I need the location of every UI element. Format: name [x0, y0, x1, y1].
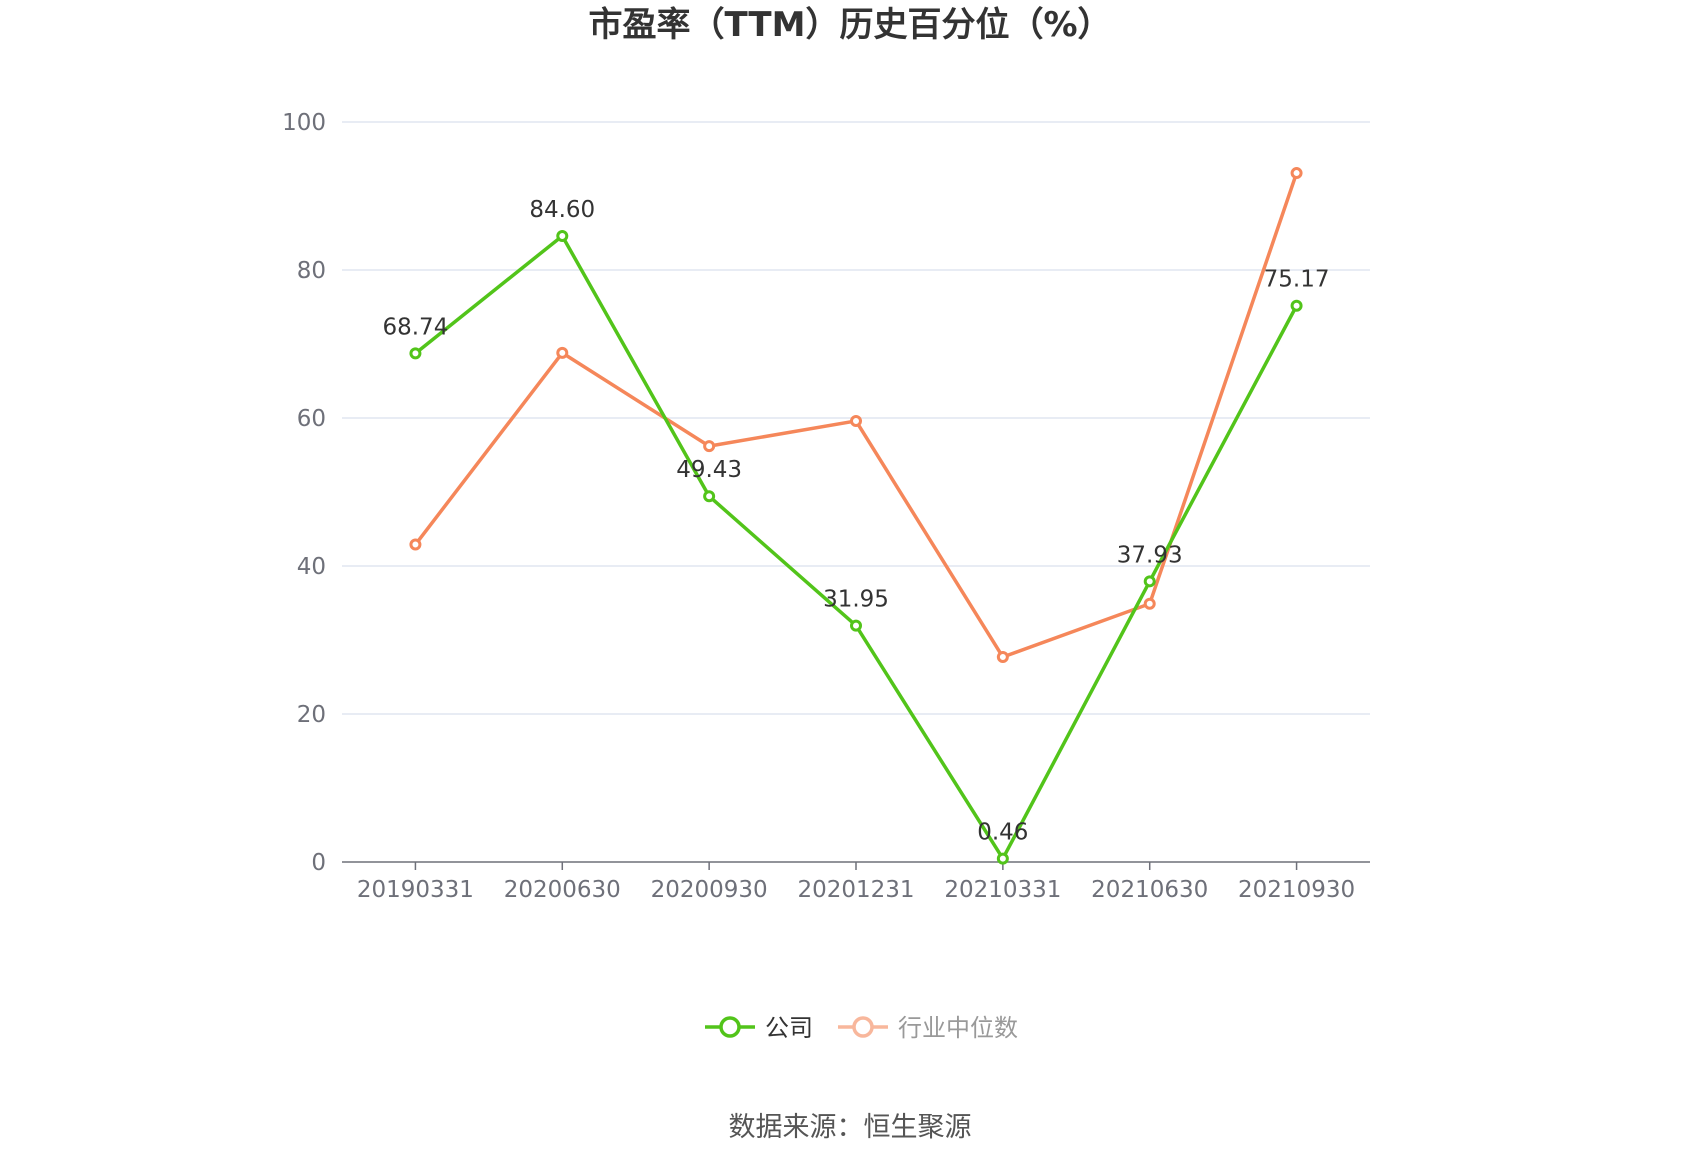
- data-point: [1143, 575, 1156, 588]
- data-point: [1290, 299, 1303, 312]
- y-tick-label: 40: [297, 554, 326, 580]
- data-point: [556, 229, 569, 242]
- data-point: [850, 414, 862, 427]
- data-point: [1143, 597, 1156, 610]
- data-point: [409, 538, 422, 551]
- data-point: [556, 346, 569, 359]
- y-tick-label: 80: [297, 258, 326, 284]
- legend-label-1: 行业中位数: [898, 1014, 1018, 1042]
- data-point: [850, 619, 862, 632]
- data-point: [1290, 167, 1303, 180]
- x-tick-label: 20190331: [357, 877, 474, 903]
- x-tick-label: 20210930: [1238, 877, 1355, 903]
- data-point: [996, 852, 1009, 865]
- x-tick-label: 20201231: [797, 877, 914, 903]
- data-labels: 68.74 84.60 49.43 31.95 0.46 37.93 75.17: [382, 197, 1329, 846]
- series-layer: [409, 167, 1303, 865]
- data-source: 数据来源：恒生聚源: [729, 1112, 972, 1143]
- data-label: 49.43: [676, 457, 742, 483]
- chart-title: 市盈率（TTM）历史百分位（%）: [588, 5, 1111, 45]
- data-label: 37.93: [1117, 542, 1183, 568]
- data-label: 68.74: [382, 314, 448, 340]
- legend: 公司 行业中位数: [705, 1014, 1018, 1042]
- data-label: 31.95: [823, 587, 889, 613]
- x-axis: 20190331 20200630 20200930 20201231 20210331…: [342, 861, 1370, 903]
- data-point: [703, 440, 716, 453]
- x-tick-label: 20200930: [651, 877, 768, 903]
- data-point: [409, 347, 422, 360]
- legend-marker-1: [852, 1016, 874, 1038]
- y-tick-label: 20: [297, 702, 326, 728]
- x-tick-label: 20200630: [504, 877, 621, 903]
- legend-marker-0: [719, 1016, 741, 1038]
- data-point: [996, 651, 1009, 664]
- data-label: 84.60: [529, 197, 595, 223]
- data-point: [703, 490, 716, 503]
- data-label: 75.17: [1264, 267, 1330, 293]
- x-tick-label: 20210630: [1091, 877, 1208, 903]
- y-tick-label: 100: [282, 110, 326, 136]
- x-tick-label: 20210331: [944, 877, 1061, 903]
- data-label: 0.46: [977, 820, 1028, 846]
- y-axis: 0 20 40 60 80 100: [282, 110, 326, 876]
- y-tick-label: 60: [297, 406, 326, 432]
- legend-label-0: 公司: [765, 1014, 813, 1042]
- y-tick-label: 0: [311, 850, 326, 876]
